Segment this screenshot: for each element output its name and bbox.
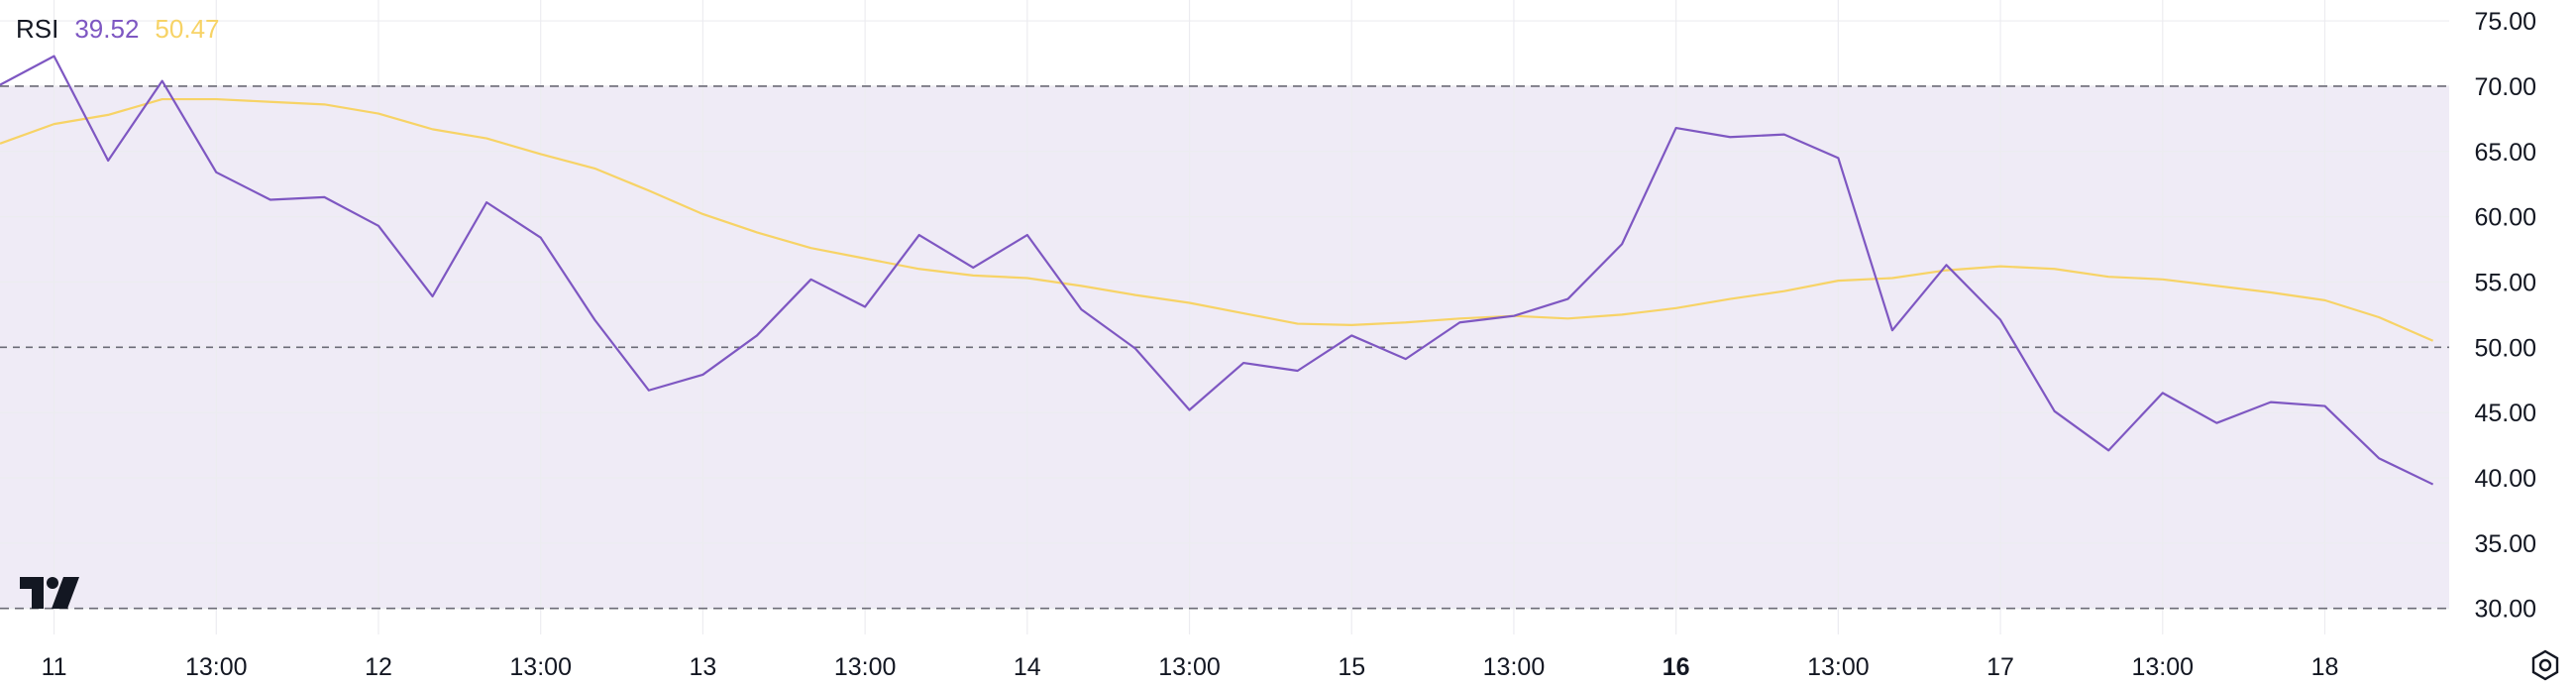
x-tick-label: 15 xyxy=(1338,653,1365,681)
y-tick-label: 40.00 xyxy=(2474,465,2536,493)
y-tick-label: 50.00 xyxy=(2474,334,2536,362)
rsi-ma-line[interactable] xyxy=(0,97,2434,342)
rsi-line[interactable] xyxy=(0,55,2434,486)
y-tick-label: 60.00 xyxy=(2474,204,2536,232)
x-tick-label: 13:00 xyxy=(1158,653,1221,681)
y-tick-label: 65.00 xyxy=(2474,139,2536,167)
y-tick-label: 70.00 xyxy=(2474,73,2536,101)
y-tick-label: 75.00 xyxy=(2474,8,2536,36)
x-tick-label: 13:00 xyxy=(1483,653,1546,681)
rsi-value: 39.52 xyxy=(74,14,140,44)
x-tick-label: 17 xyxy=(1986,653,2014,681)
y-tick-label: 55.00 xyxy=(2474,269,2536,296)
x-tick-label: 18 xyxy=(2311,653,2339,681)
x-tick-label: 13:00 xyxy=(509,653,572,681)
x-tick-label: 13:00 xyxy=(834,653,897,681)
x-tick-label: 13 xyxy=(689,653,716,681)
x-tick-label: 13:00 xyxy=(2132,653,2195,681)
x-axis[interactable]: 11 13:00 12 13:00 13 13:00 14 13:00 15 13:00 16 13:… xyxy=(42,653,2339,681)
tradingview-logo-icon[interactable] xyxy=(20,577,81,616)
series-layer xyxy=(0,55,2434,486)
x-tick-label: 14 xyxy=(1014,653,1041,681)
x-tick-label: 11 xyxy=(42,653,67,681)
x-tick-label: 12 xyxy=(365,653,392,681)
indicator-name: RSI xyxy=(16,14,59,44)
y-axis[interactable]: 75.00 70.00 65.00 60.00 55.00 50.00 45.00 40.00… xyxy=(2474,8,2536,624)
y-tick-label: 35.00 xyxy=(2474,530,2536,558)
y-tick-label: 45.00 xyxy=(2474,400,2536,427)
x-tick-label: 13:00 xyxy=(1807,653,1870,681)
x-tick-label: 16 xyxy=(1663,653,1690,681)
ma-value: 50.47 xyxy=(155,14,220,44)
x-tick-label: 13:00 xyxy=(185,653,248,681)
level-lines xyxy=(0,85,2449,610)
y-tick-label: 30.00 xyxy=(2474,596,2536,624)
legend[interactable]: RSI 39.52 50.47 xyxy=(16,14,220,45)
settings-hexagon-icon[interactable] xyxy=(2528,648,2562,687)
